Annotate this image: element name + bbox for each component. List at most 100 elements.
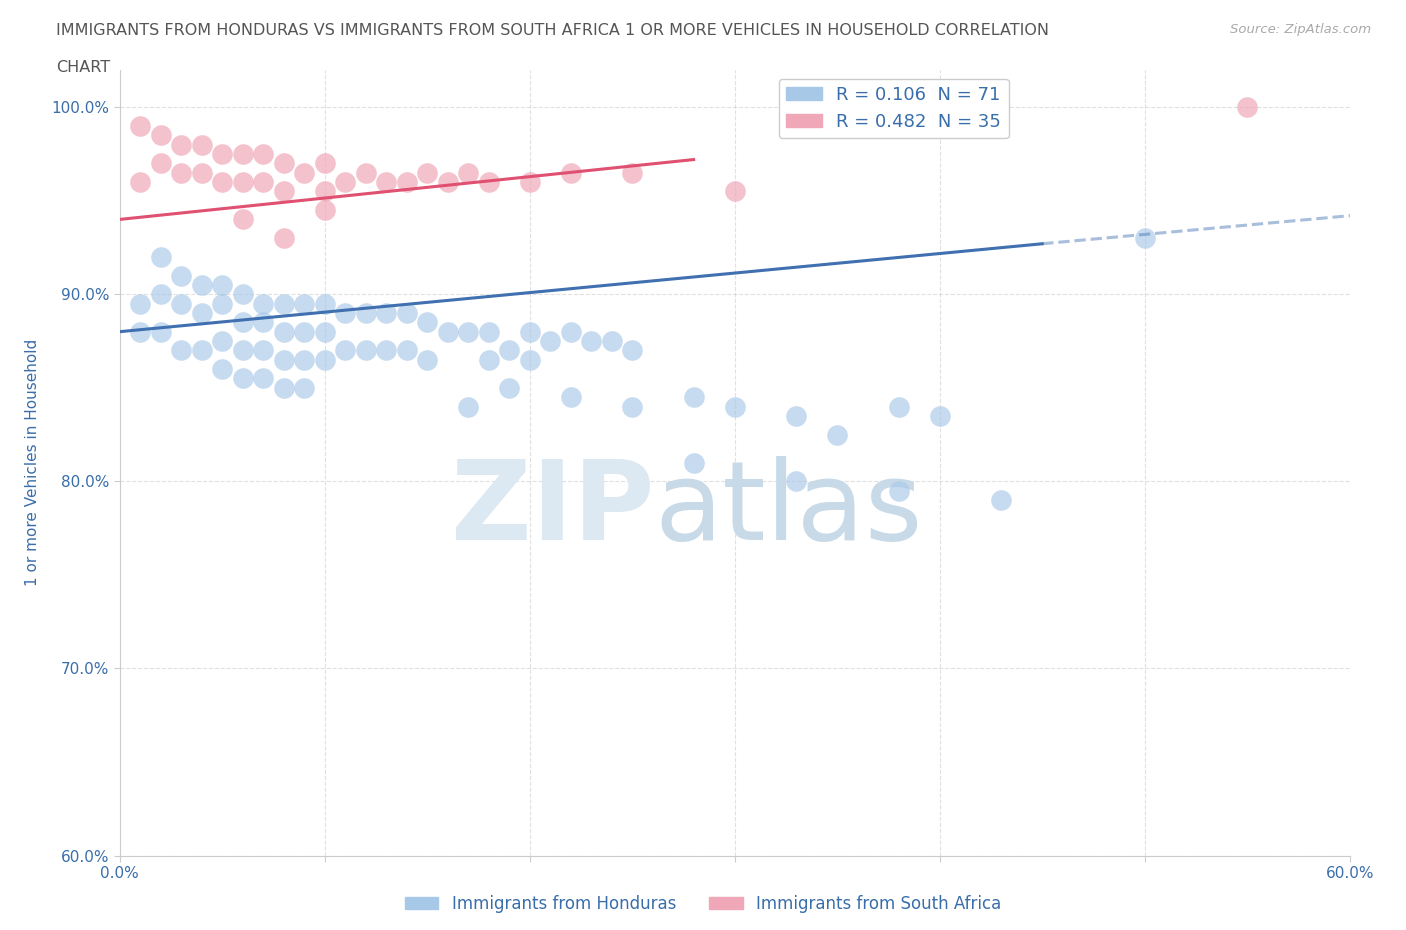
Point [457, 399, 479, 414]
Point [170, 268, 193, 283]
Point [724, 399, 747, 414]
Point [129, 325, 152, 339]
Point [149, 249, 172, 264]
Text: Source: ZipAtlas.com: Source: ZipAtlas.com [1230, 23, 1371, 36]
Y-axis label: 1 or more Vehicles in Household: 1 or more Vehicles in Household [25, 339, 39, 586]
Point [519, 175, 541, 190]
Point [416, 166, 439, 180]
Point [825, 427, 848, 442]
Point [314, 325, 336, 339]
Point [273, 296, 295, 311]
Point [395, 343, 418, 358]
Point [1133, 231, 1156, 246]
Point [621, 343, 644, 358]
Point [170, 296, 193, 311]
Point [560, 390, 582, 405]
Point [190, 166, 212, 180]
Point [395, 175, 418, 190]
Text: CHART: CHART [56, 60, 110, 75]
Point [149, 286, 172, 301]
Point [129, 118, 152, 133]
Point [231, 315, 254, 330]
Point [498, 380, 520, 395]
Point [231, 147, 254, 162]
Point [292, 380, 315, 395]
Point [129, 296, 152, 311]
Point [252, 175, 274, 190]
Point [354, 166, 377, 180]
Text: ZIP: ZIP [451, 457, 655, 564]
Point [211, 175, 233, 190]
Point [273, 380, 295, 395]
Point [190, 306, 212, 321]
Point [416, 352, 439, 367]
Point [252, 343, 274, 358]
Point [333, 306, 356, 321]
Point [231, 371, 254, 386]
Point [416, 315, 439, 330]
Point [498, 343, 520, 358]
Point [887, 484, 910, 498]
Point [682, 390, 704, 405]
Legend: Immigrants from Honduras, Immigrants from South Africa: Immigrants from Honduras, Immigrants fro… [398, 888, 1008, 920]
Point [560, 325, 582, 339]
Point [149, 156, 172, 171]
Point [273, 325, 295, 339]
Point [560, 166, 582, 180]
Point [621, 399, 644, 414]
Point [1236, 100, 1258, 114]
Point [273, 156, 295, 171]
Point [129, 175, 152, 190]
Point [190, 343, 212, 358]
Point [395, 306, 418, 321]
Point [252, 147, 274, 162]
Point [170, 343, 193, 358]
Point [682, 455, 704, 470]
Point [231, 286, 254, 301]
Point [457, 325, 479, 339]
Point [785, 408, 807, 423]
Point [478, 175, 501, 190]
Point [519, 325, 541, 339]
Point [314, 203, 336, 218]
Point [292, 166, 315, 180]
Point [252, 371, 274, 386]
Point [928, 408, 950, 423]
Point [273, 231, 295, 246]
Point [211, 334, 233, 349]
Point [149, 127, 172, 142]
Point [436, 175, 458, 190]
Point [170, 166, 193, 180]
Point [621, 166, 644, 180]
Point [252, 315, 274, 330]
Point [170, 137, 193, 152]
Point [579, 334, 602, 349]
Legend: R = 0.106  N = 71, R = 0.482  N = 35: R = 0.106 N = 71, R = 0.482 N = 35 [779, 79, 1008, 139]
Point [785, 474, 807, 489]
Text: IMMIGRANTS FROM HONDURAS VS IMMIGRANTS FROM SOUTH AFRICA 1 OR MORE VEHICLES IN H: IMMIGRANTS FROM HONDURAS VS IMMIGRANTS F… [56, 23, 1049, 38]
Point [724, 184, 747, 199]
Point [600, 334, 623, 349]
Point [333, 175, 356, 190]
Point [292, 325, 315, 339]
Point [478, 325, 501, 339]
Point [211, 147, 233, 162]
Point [354, 306, 377, 321]
Text: atlas: atlas [655, 457, 924, 564]
Point [292, 352, 315, 367]
Point [375, 343, 398, 358]
Point [211, 296, 233, 311]
Point [457, 166, 479, 180]
Point [273, 184, 295, 199]
Point [190, 277, 212, 292]
Point [231, 343, 254, 358]
Point [990, 493, 1012, 508]
Point [375, 175, 398, 190]
Point [375, 306, 398, 321]
Point [190, 137, 212, 152]
Point [887, 399, 910, 414]
Point [149, 325, 172, 339]
Point [231, 212, 254, 227]
Point [273, 352, 295, 367]
Point [252, 296, 274, 311]
